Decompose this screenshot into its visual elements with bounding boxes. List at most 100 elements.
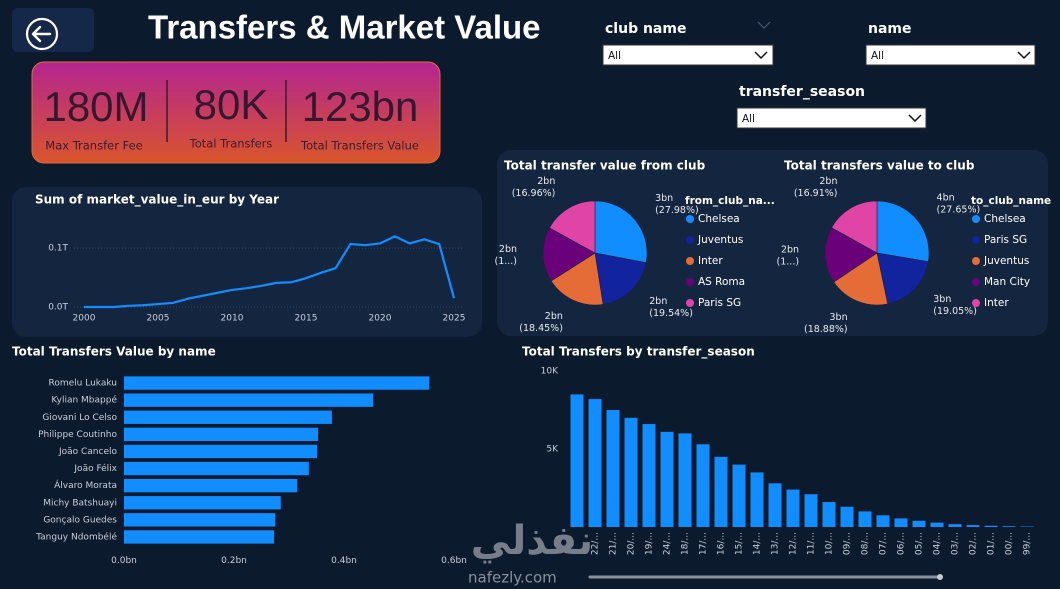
page-title: Transfers & Market Value: [148, 9, 541, 46]
legend-label: AS Roma: [698, 276, 745, 288]
bar: [822, 502, 836, 527]
data-label: (16.91%): [794, 188, 838, 199]
bar: [696, 444, 710, 527]
x-tick-label: 06/...: [897, 532, 907, 555]
bar: [606, 410, 620, 527]
pie-slice: [876, 200, 930, 262]
slicer-label: name: [868, 21, 912, 37]
slicer-label: transfer_season: [739, 84, 865, 100]
x-tick-label: 2025: [443, 314, 466, 324]
slicer-dropdown[interactable]: [865, 44, 1036, 66]
y-tick-label: Romelu Lukaku: [49, 379, 118, 389]
data-label: 2bn: [537, 176, 555, 187]
y-tick-label: João Félix: [73, 463, 117, 474]
slicer-label: club name: [605, 21, 686, 37]
bar: [786, 489, 800, 527]
legend-label: Juventus: [697, 234, 743, 246]
x-tick-label: 04/...: [933, 532, 943, 555]
data-label: 2bn: [545, 311, 563, 322]
slicer-chevron[interactable]: [757, 21, 771, 29]
bar: [124, 496, 281, 510]
bar: [894, 518, 908, 527]
x-tick-label: 05/...: [915, 532, 925, 555]
x-tick-label: 13/...: [771, 532, 781, 555]
data-label: 3bn: [830, 312, 848, 323]
kpi-value: 80K: [194, 81, 269, 128]
x-tick-label: 2005: [147, 314, 170, 324]
y-tick-label: Michy Batshuayi: [43, 498, 117, 508]
legend-title: from_club_na...: [685, 195, 775, 207]
data-label: 2bn: [649, 296, 667, 307]
y-tick-label: Giovani Lo Celso: [42, 413, 117, 423]
charts: Sum of market_value_in_eur by Year 0.0T 0.…: [12, 159, 1051, 567]
x-tick-label: 02/...: [969, 532, 979, 555]
data-label: 2bn: [499, 244, 517, 255]
bar: [588, 399, 602, 527]
slicer-selection: All: [742, 113, 755, 125]
bar: [840, 506, 854, 527]
bar: [124, 444, 318, 459]
back-button[interactable]: [12, 8, 94, 52]
y-tick-label: Tanguy Ndombélé: [35, 531, 117, 542]
data-label: 2bn: [819, 176, 837, 187]
bar: [966, 525, 980, 527]
legend-marker: [686, 215, 694, 223]
legend-marker: [686, 257, 694, 265]
data-label: 3bn: [933, 294, 951, 305]
kpi-value: 123bn: [302, 83, 419, 130]
x-tick-label: 01/...: [987, 532, 997, 555]
y-tick-label: 0.0T: [48, 303, 68, 313]
legend-label: Juventus: [983, 255, 1029, 267]
pie-slice: [876, 252, 929, 305]
legend-label: Paris SG: [698, 297, 741, 309]
legend-label: Chelsea: [984, 213, 1026, 225]
data-label: (16.96%): [512, 188, 556, 199]
chart-title: Total Transfers by transfer_season: [522, 345, 755, 360]
watermark-site: nafezly.com: [468, 569, 557, 587]
chart-title: Total transfers value to club: [784, 159, 975, 173]
line-series: [84, 235, 456, 309]
bar: [732, 464, 746, 527]
x-tick-label: 20/...: [627, 532, 637, 555]
pie-slice: [594, 252, 647, 305]
x-tick-label: 22/...: [591, 532, 601, 555]
x-tick-label: 2010: [221, 314, 244, 324]
x-tick-label: 21/...: [609, 532, 619, 555]
y-tick-label: Gonçalo Guedes: [43, 515, 117, 525]
pie-slice: [550, 252, 604, 306]
legend-marker: [686, 278, 694, 286]
bar: [768, 483, 782, 527]
bar: [124, 530, 275, 544]
pie-slice: [833, 252, 889, 306]
bar: [930, 522, 944, 527]
bar: [984, 525, 998, 527]
bar: [1002, 526, 1016, 527]
chart-card: [12, 187, 482, 337]
bar: [642, 424, 656, 527]
legend-marker: [686, 236, 694, 244]
y-tick-label: Kylian Mbappé: [51, 395, 117, 406]
x-tick-label: 14/...: [753, 532, 763, 555]
x-tick-label: 15/...: [735, 532, 745, 555]
legend-label: Chelsea: [698, 213, 740, 225]
bar: [570, 394, 584, 527]
data-label: (27.65%): [937, 204, 981, 215]
x-tick-label: 09/...: [843, 532, 853, 555]
watermark-logo: نفذلي: [471, 518, 593, 564]
legend-title: to_club_name: [971, 195, 1051, 207]
x-tick-label: 0.6bn: [441, 556, 467, 566]
slicer-dropdown[interactable]: [602, 44, 774, 66]
x-tick-label: 10/...: [825, 532, 835, 555]
bar: [124, 376, 430, 390]
legend-label: Paris SG: [984, 234, 1027, 246]
scrollbar-thumb[interactable]: [937, 574, 943, 580]
legend-label: Man City: [984, 276, 1030, 288]
legend-marker: [972, 299, 980, 307]
bar: [124, 393, 374, 407]
bar: [804, 494, 818, 527]
data-label: (19.05%): [933, 306, 977, 317]
slicer-dropdown[interactable]: [736, 107, 927, 129]
bar: [858, 511, 872, 527]
x-tick-label: 00/...: [1005, 532, 1015, 555]
